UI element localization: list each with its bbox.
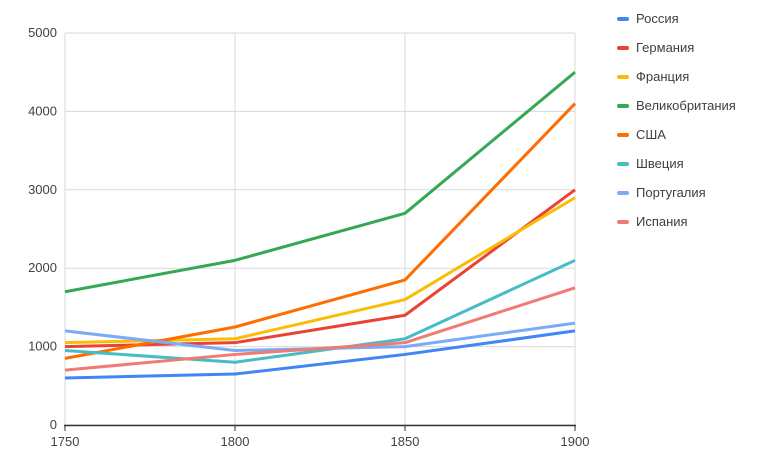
legend-label: США [636, 127, 666, 142]
legend-label: Россия [636, 11, 679, 26]
x-axis-label: 1750 [51, 434, 80, 449]
legend-item-4[interactable]: США [617, 120, 736, 149]
legend-item-3[interactable]: Великобритания [617, 91, 736, 120]
x-axis-label: 1850 [391, 434, 420, 449]
series-line-2 [64, 196, 576, 345]
legend-label: Франция [636, 69, 690, 84]
series-line-3 [64, 71, 576, 294]
series-line-4 [64, 102, 577, 360]
y-axis-label: 0 [50, 417, 57, 432]
legend-swatch-icon [617, 16, 629, 21]
series-line-5 [64, 258, 576, 364]
legend-swatch-icon [617, 45, 629, 50]
legend-swatch-icon [617, 74, 629, 79]
legend-item-1[interactable]: Германия [617, 33, 736, 62]
legend-item-2[interactable]: Франция [617, 62, 736, 91]
legend-swatch-icon [617, 219, 629, 224]
y-axis-label: 4000 [28, 103, 57, 118]
legend-item-5[interactable]: Швеция [617, 149, 736, 178]
series-line-1 [64, 188, 576, 349]
legend-label: Испания [636, 214, 688, 229]
legend-item-0[interactable]: Россия [617, 4, 736, 33]
legend: Россия Германия Франция Великобритания США Шв… [617, 4, 736, 236]
y-axis-label: 1000 [28, 339, 57, 354]
legend-swatch-icon [617, 132, 629, 137]
legend-swatch-icon [617, 190, 629, 195]
legend-label: Португалия [636, 185, 706, 200]
legend-label: Германия [636, 40, 695, 55]
legend-item-6[interactable]: Португалия [617, 178, 736, 207]
y-axis-label: 2000 [28, 260, 57, 275]
x-axis-label: 1800 [221, 434, 250, 449]
y-axis-label: 3000 [28, 182, 57, 197]
series-line-0 [64, 329, 576, 380]
legend-label: Швеция [636, 156, 684, 171]
legend-item-7[interactable]: Испания [617, 207, 736, 236]
legend-swatch-icon [617, 103, 629, 108]
series-line-7 [64, 286, 576, 372]
x-axis-label: 1900 [561, 434, 590, 449]
legend-label: Великобритания [636, 98, 736, 113]
legend-swatch-icon [617, 161, 629, 166]
y-axis-label: 5000 [28, 25, 57, 40]
